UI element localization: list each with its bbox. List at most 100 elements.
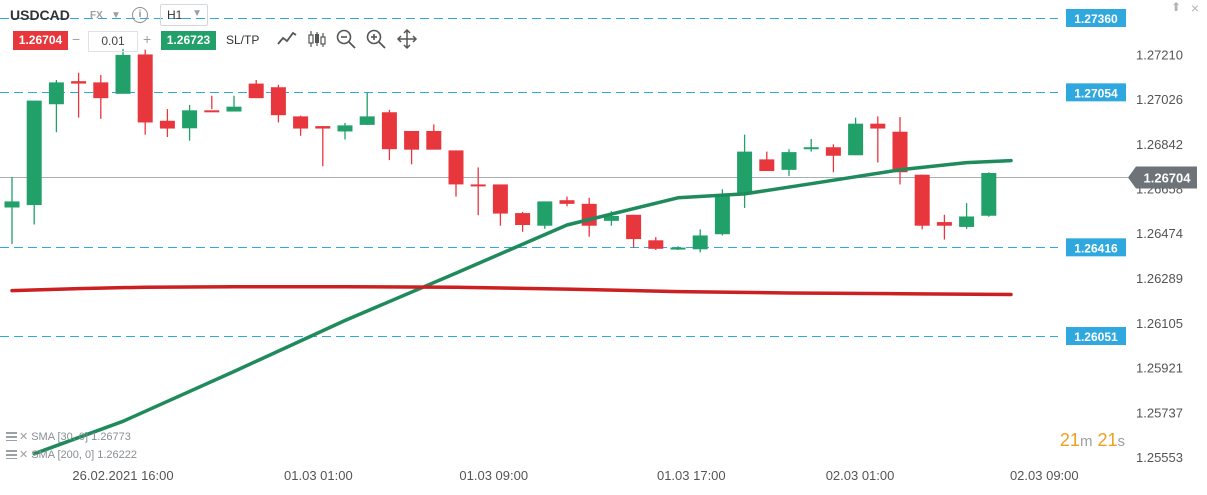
candle-body [71,81,87,84]
legend-label: SMA [200, 0] 1.26222 [31,449,138,461]
chart-toolbar: USDCAD FX ▼ i H1 ▼ 1.26704 − 0.01 + 1.26… [0,0,470,58]
zoom-out-icon[interactable] [335,28,357,50]
price-levels [0,18,1058,337]
y-tick-label: 1.26474 [1136,226,1183,241]
candle-body [848,123,864,156]
level-price-tag: 1.27360 [1066,9,1126,27]
y-tick-label: 1.25921 [1136,361,1183,376]
sell-button[interactable]: 1.26704 [13,31,68,50]
current-price-tag-bg [1128,166,1197,189]
increase-lot-button[interactable]: + [143,31,152,47]
candle-body [182,110,198,129]
buy-button[interactable]: 1.26723 [161,31,216,50]
candle [404,130,420,165]
candle [115,49,131,94]
candle-body [626,214,642,240]
remove-icon[interactable]: ✕ [19,449,29,461]
candlestick-icon[interactable] [306,28,328,50]
chevron-down-icon[interactable]: ▼ [111,10,121,21]
info-icon[interactable]: i [132,7,148,23]
candle [714,189,730,236]
candle [337,122,353,140]
candle-body [870,123,886,129]
candle-body [359,116,375,125]
candle [248,79,264,99]
current-price-tag: 1.26704 [1128,166,1197,189]
level-tag-bg [1066,9,1126,27]
candle-body [936,222,952,226]
legend-sma30[interactable]: ✕ SMA [30, 0] 1.26773 [6,430,131,443]
candle-body [26,100,42,206]
candle [204,95,220,113]
y-tick-label: 1.26105 [1136,316,1183,331]
symbol-name[interactable]: USDCAD [10,7,70,23]
candle-body [4,201,20,208]
timer-seconds: 21 [1097,430,1118,450]
x-tick-label: 01.03 09:00 [459,468,528,483]
candle-body [137,54,153,123]
candle [93,75,109,119]
sma200-line [10,284,1013,297]
candle [448,150,464,197]
candle-body [559,200,575,204]
candle-body [537,201,553,226]
legend-sma200[interactable]: ✕ SMA [200, 0] 1.26222 [6,448,137,461]
candle [137,49,153,135]
restore-icon[interactable]: ⬆ [1170,0,1181,14]
settings-icon[interactable] [6,450,17,459]
candle [559,196,575,207]
candle-body [470,184,486,187]
lot-size-input[interactable]: 0.01 [88,31,138,52]
timeframe-select[interactable]: H1 ▼ [160,4,208,26]
candle-body [492,184,508,214]
candle-body [48,82,64,105]
sltp-button[interactable]: SL/TP [226,33,260,47]
candle [892,117,908,185]
candle-body [226,106,242,112]
level-tag-bg [1066,327,1126,346]
candle [848,117,864,156]
settings-icon[interactable] [6,432,17,441]
close-icon[interactable]: × [1190,0,1199,16]
candles [4,49,997,253]
candle [981,172,997,217]
y-tick-label: 1.26289 [1136,271,1183,286]
move-icon[interactable] [396,28,418,50]
market-badge: FX [90,10,103,21]
candle [914,174,930,230]
candle [4,177,20,244]
y-tick-label: 1.26842 [1136,137,1183,152]
candle-body [515,213,531,225]
candle-body [115,54,131,94]
level-labels[interactable]: 1.27360 1.27054 1.26416 1.26051 1.26704 [1066,9,1197,346]
candle [670,246,686,251]
candle [26,100,42,225]
remove-icon[interactable]: ✕ [19,431,29,443]
candle-body [204,110,220,113]
candle-body [670,247,686,250]
zoom-in-icon[interactable] [365,28,387,50]
candle-body [315,126,331,129]
candle [293,115,309,136]
y-tick-label: 1.27210 [1136,47,1183,62]
current-price-tag-text: 1.26704 [1144,171,1192,186]
legend-label: SMA [30, 0] 1.26773 [31,431,131,443]
candle [48,79,64,133]
candle [515,211,531,232]
candle-body [293,116,309,129]
x-tick-label: 01.03 01:00 [284,468,353,483]
candle [759,151,775,172]
candle [381,109,397,161]
level-tag-text: 1.27360 [1074,12,1118,26]
candle [692,229,708,253]
level-tag-bg [1066,238,1126,257]
line-chart-icon[interactable] [276,28,298,50]
candle [537,201,553,229]
candle-body [93,82,109,99]
candle-body [448,150,464,185]
candle-body [337,125,353,132]
candle [359,92,375,125]
candle-body [714,194,730,235]
decrease-lot-button[interactable]: − [72,31,81,47]
